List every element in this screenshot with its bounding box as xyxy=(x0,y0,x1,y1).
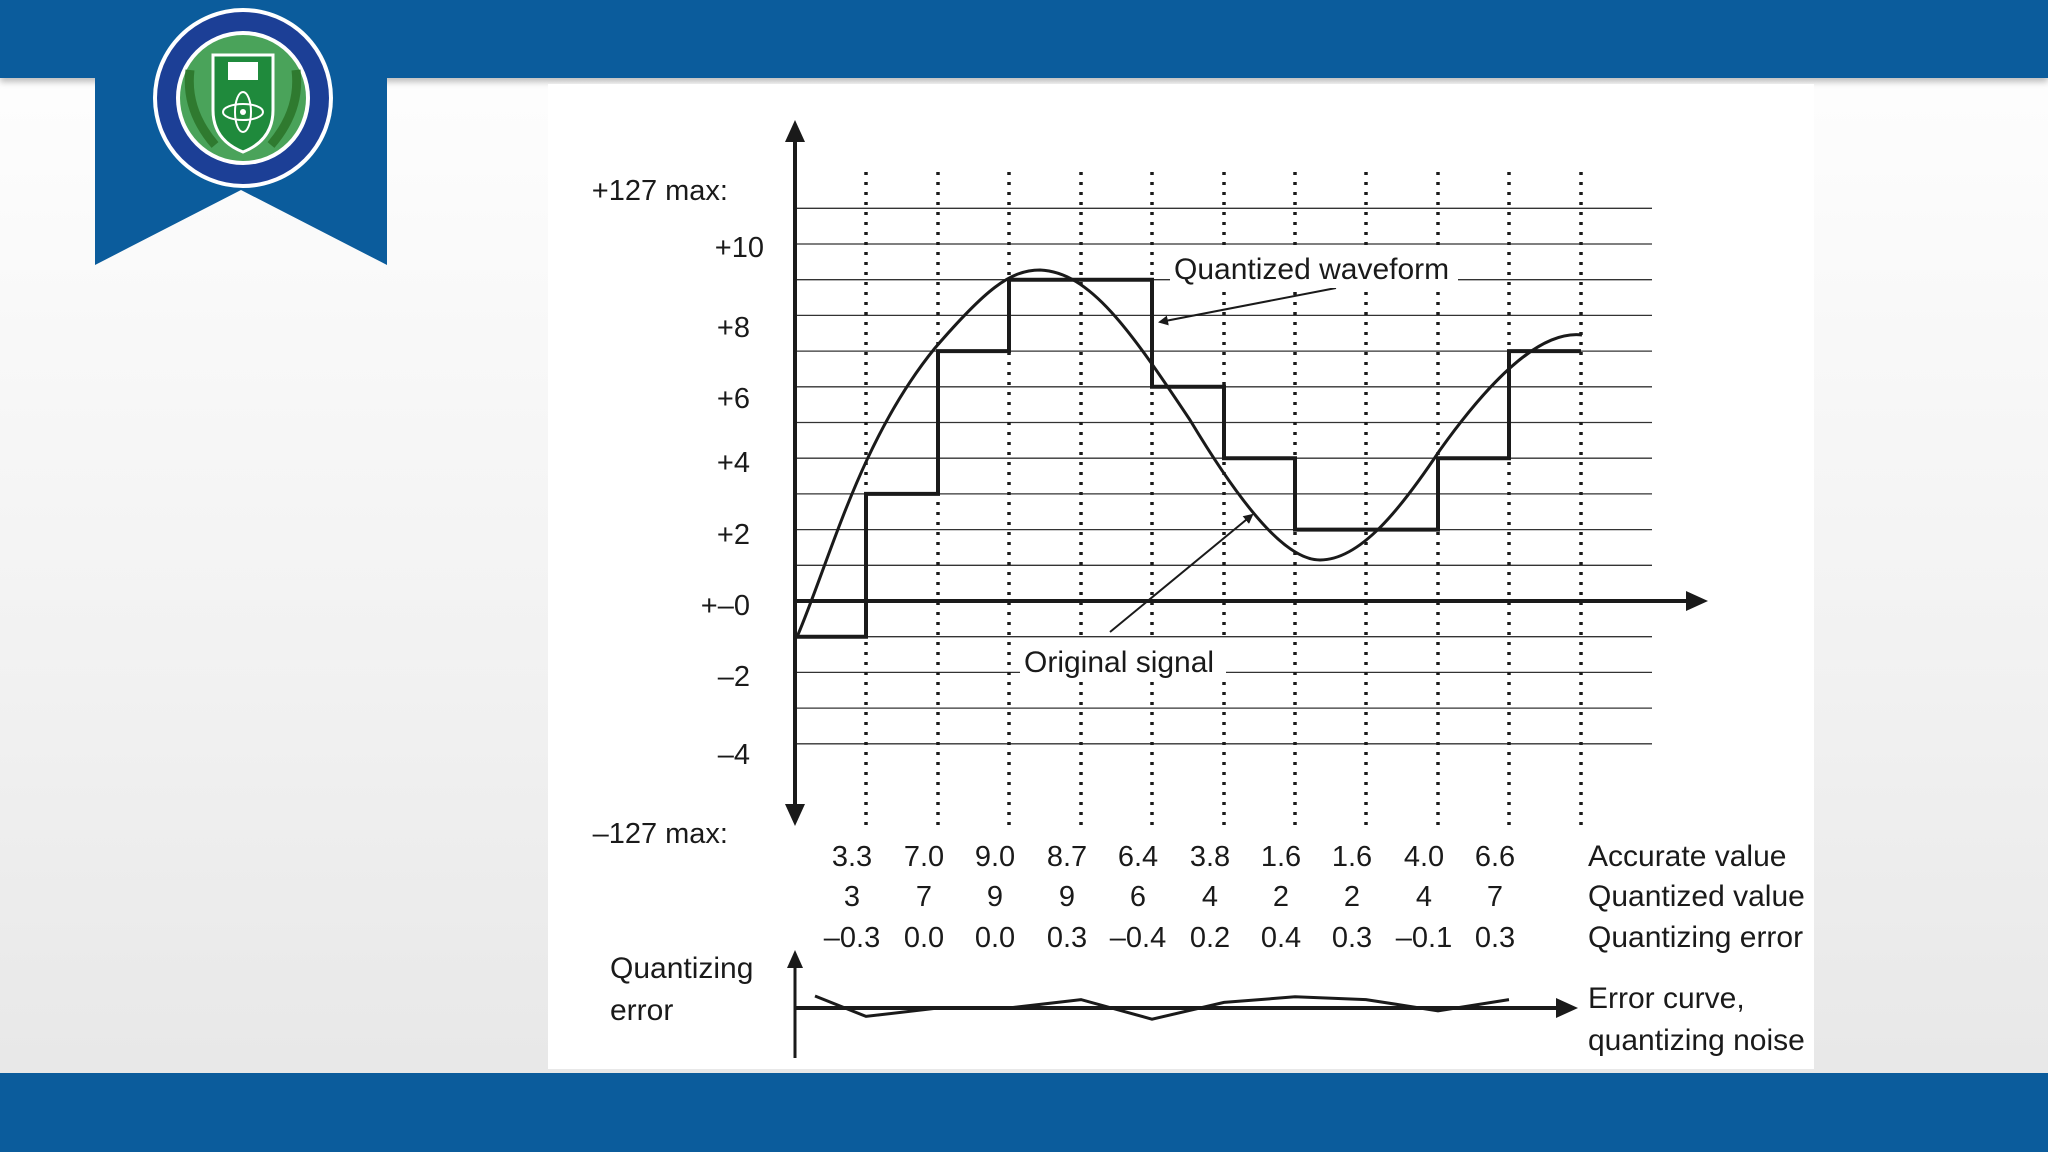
y-label-plus4: +4 xyxy=(717,447,750,479)
sample-error-value: –0.1 xyxy=(1396,922,1452,954)
y-label-zero: +–0 xyxy=(701,590,750,622)
sample-accurate-value: 3.3 xyxy=(832,841,872,873)
sample-accurate-value: 7.0 xyxy=(904,841,944,873)
sample-error-value: 0.2 xyxy=(1190,922,1230,954)
sample-value-table: 3.3 3 –0.3 7.0 7 0.0 9.0 9 0.0 8.7 9 0.3 6.4 6 –0.4 3.8… xyxy=(824,841,1515,954)
y-tick-labels: +127 max: +10 +8 +6 +4 +2 +–0 –2 –4 –127… xyxy=(592,175,764,850)
error-curve-label-line2: quantizing noise xyxy=(1588,1024,1805,1057)
x-axis-arrow xyxy=(1686,591,1708,611)
error-y-axis-arrow xyxy=(787,950,803,968)
sample-quantized-value: 2 xyxy=(1273,881,1289,913)
sample-quantized-value: 9 xyxy=(987,881,1003,913)
error-curve xyxy=(814,994,1510,1021)
error-axes xyxy=(787,950,1578,1058)
y-label-plus10: +10 xyxy=(715,232,764,264)
error-x-axis-arrow xyxy=(1556,998,1578,1018)
y-label-max-positive: +127 max: xyxy=(592,175,728,207)
sample-accurate-value: 8.7 xyxy=(1047,841,1087,873)
sample-accurate-value: 3.8 xyxy=(1190,841,1230,873)
y-label-minus2: –2 xyxy=(718,661,750,693)
sample-accurate-value: 1.6 xyxy=(1261,841,1301,873)
original-signal-label: Original signal xyxy=(1024,646,1214,679)
y-label-max-negative: –127 max: xyxy=(593,818,728,850)
sample-error-value: 0.4 xyxy=(1261,922,1301,954)
y-label-minus4: –4 xyxy=(718,739,750,771)
sample-error-value: –0.3 xyxy=(824,922,880,954)
sample-accurate-value: 4.0 xyxy=(1404,841,1444,873)
sample-accurate-value: 6.4 xyxy=(1118,841,1158,873)
y-axis-bottom-arrow xyxy=(785,804,805,826)
row-title-error: Quantizing error xyxy=(1588,921,1803,954)
university-seal-logo xyxy=(153,8,333,188)
quantized-waveform-staircase xyxy=(795,277,1581,639)
sample-quantized-value: 6 xyxy=(1130,881,1146,913)
sample-quantized-value: 4 xyxy=(1202,881,1218,913)
sample-quantized-value: 2 xyxy=(1344,881,1360,913)
original-callout-leader xyxy=(1109,513,1254,633)
sample-quantized-value: 3 xyxy=(844,881,860,913)
original-signal-curve xyxy=(795,268,1583,638)
sample-error-value: –0.4 xyxy=(1110,922,1166,954)
sample-quantized-value: 4 xyxy=(1416,881,1432,913)
sample-error-value: 0.0 xyxy=(975,922,1015,954)
sample-accurate-value: 6.6 xyxy=(1475,841,1515,873)
sample-accurate-value: 9.0 xyxy=(975,841,1015,873)
sample-accurate-value: 1.6 xyxy=(1332,841,1372,873)
row-title-accurate: Accurate value xyxy=(1588,840,1786,873)
quantized-waveform-label: Quantized waveform xyxy=(1174,253,1449,286)
error-axis-label-line1: Quantizing xyxy=(610,952,753,985)
quantized-callout-leader xyxy=(1158,287,1337,326)
university-logo-ribbon xyxy=(95,0,387,265)
footer-band xyxy=(0,1073,2048,1152)
row-title-quantized: Quantized value xyxy=(1588,880,1805,913)
sample-quantized-value: 7 xyxy=(1487,881,1503,913)
y-axis-top-arrow xyxy=(785,120,805,142)
sample-error-value: 0.0 xyxy=(904,922,944,954)
sample-error-value: 0.3 xyxy=(1475,922,1515,954)
y-label-plus8: +8 xyxy=(717,312,750,344)
error-curve-label-line1: Error curve, xyxy=(1588,982,1745,1015)
sample-quantized-value: 9 xyxy=(1059,881,1075,913)
y-label-plus6: +6 xyxy=(717,383,750,415)
sample-error-value: 0.3 xyxy=(1047,922,1087,954)
sample-quantized-value: 7 xyxy=(916,881,932,913)
sample-error-value: 0.3 xyxy=(1332,922,1372,954)
main-axes xyxy=(785,120,1708,826)
error-axis-label-line2: error xyxy=(610,994,673,1027)
y-label-plus2: +2 xyxy=(717,519,750,551)
